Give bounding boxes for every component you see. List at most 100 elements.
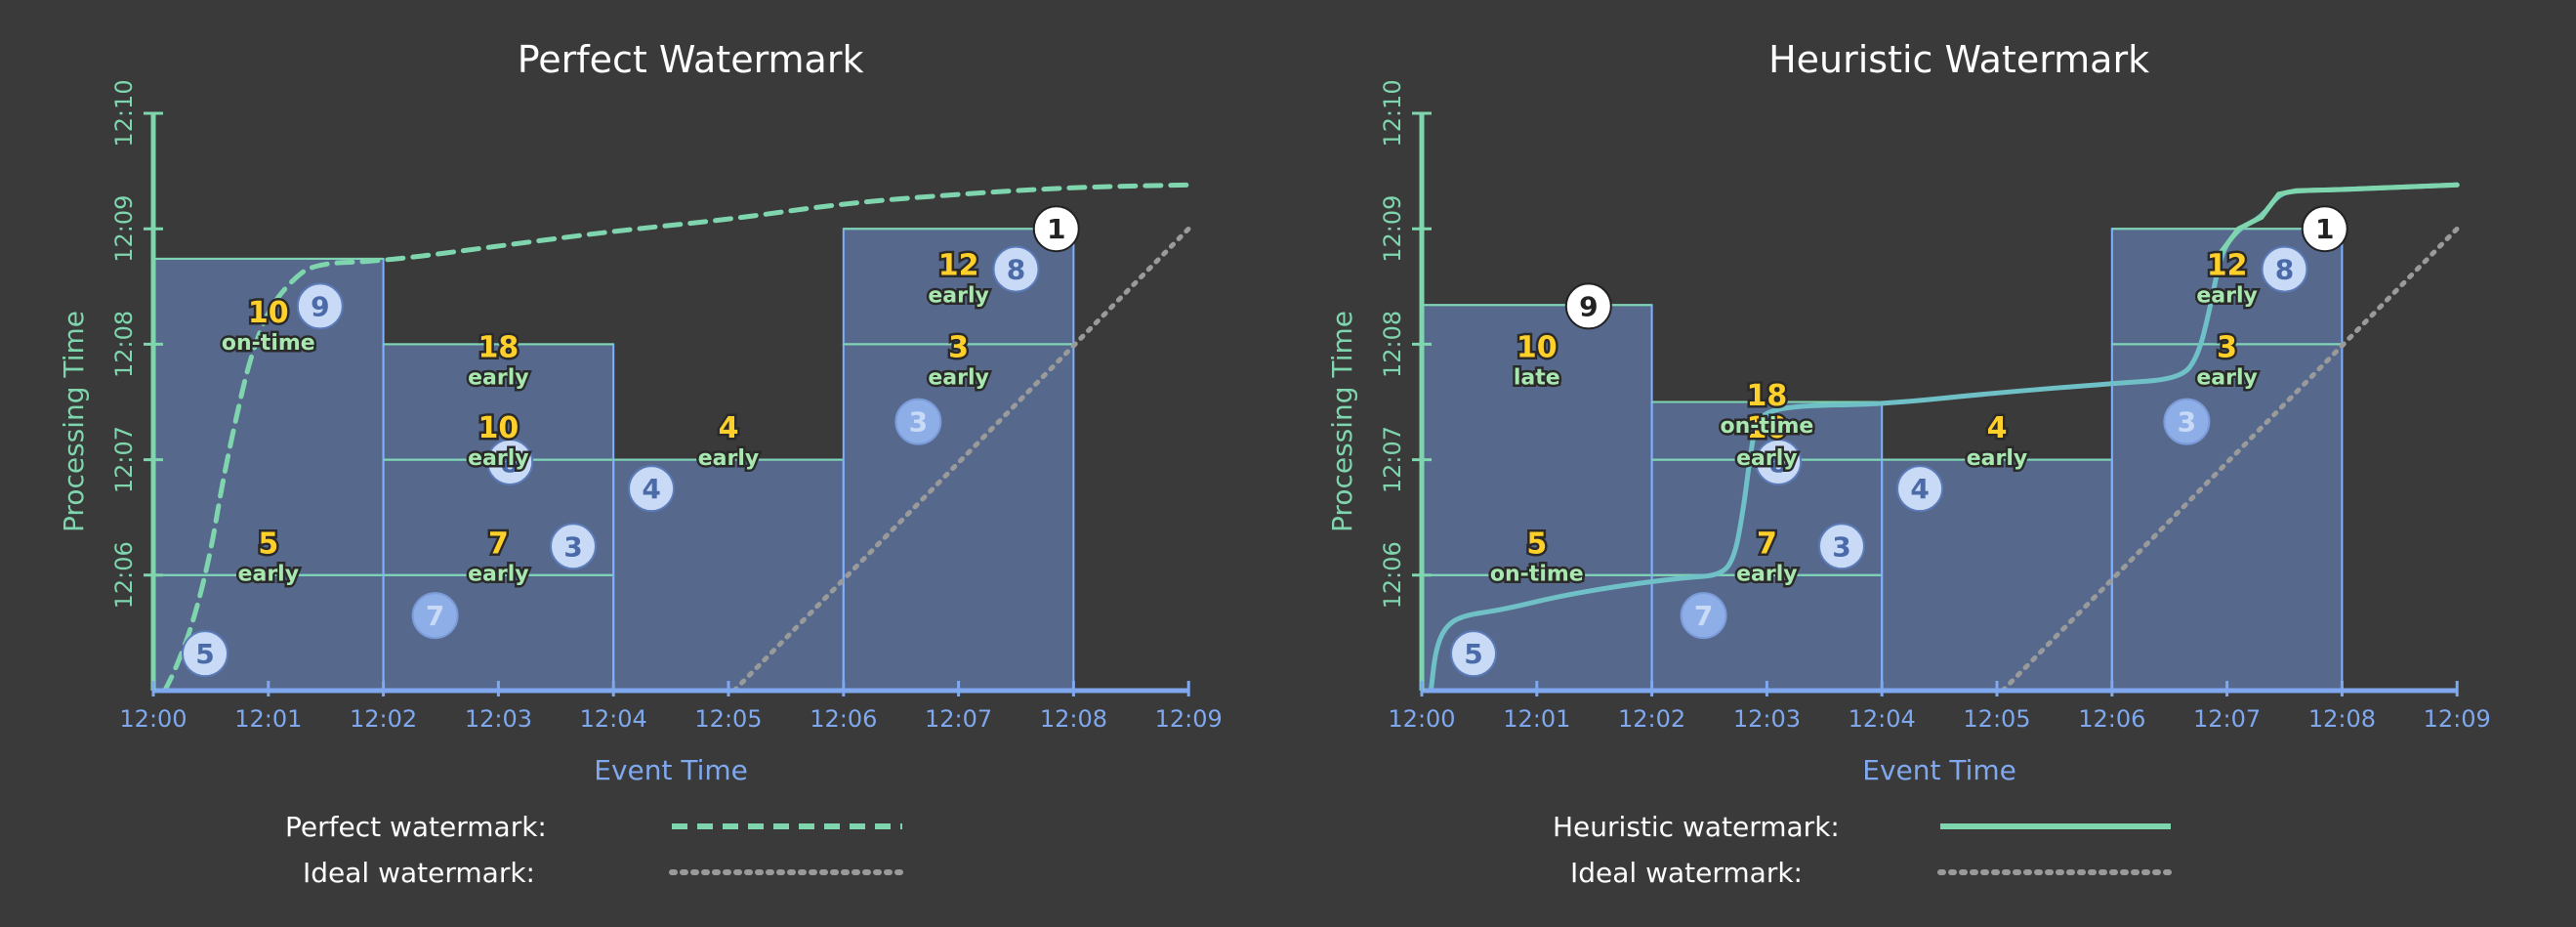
heuristic-watermark-tail [2219, 182, 2460, 255]
data-point-circle [411, 592, 459, 640]
pane-result-timing: early [928, 365, 989, 390]
pane-result-timing: early [468, 365, 529, 390]
legend-label: Heuristic watermark: [1553, 811, 1840, 843]
pane-result-timing: early [928, 283, 989, 308]
x-tick-label: 12:00 [1388, 705, 1455, 733]
pane-result-value: 5 [258, 527, 278, 561]
data-point: 3 [2163, 398, 2211, 445]
data-point: 8 [992, 245, 1040, 293]
legend-label: Perfect watermark: [285, 811, 547, 843]
data-point-value: 8 [1768, 446, 1787, 479]
x-tick-label: 12:04 [580, 705, 647, 733]
data-point: 9 [296, 282, 344, 330]
data-point-circle [894, 398, 942, 445]
y-tick-label: 12:10 [1379, 79, 1406, 147]
data-point-value: 4 [1910, 473, 1929, 505]
window-pane [842, 343, 1075, 692]
data-point-circle [1680, 592, 1727, 640]
data-point-circle [1817, 523, 1865, 570]
pane-result-value: 4 [1987, 411, 2008, 445]
data-point: 4 [1896, 465, 1944, 513]
ideal-watermark-line [731, 226, 1191, 694]
x-tick-label: 12:01 [1503, 705, 1570, 733]
x-tick-label: 12:07 [2193, 705, 2261, 733]
data-point-value: 5 [1464, 638, 1482, 670]
pane-result-value: 12 [2207, 248, 2248, 282]
pane-result-value: 10 [1517, 330, 1558, 364]
y-tick-label: 12:06 [1379, 541, 1406, 609]
pane-result-value: 10 [1747, 411, 1788, 445]
data-point-circle [486, 438, 534, 485]
data-point: 3 [549, 523, 597, 570]
x-axis-title: Event Time [594, 754, 748, 786]
pane-result-timing: early [1736, 446, 1798, 471]
pane-result-value: 10 [248, 296, 289, 330]
y-tick-label: 12:08 [1379, 311, 1406, 378]
pane-result-value: 3 [948, 330, 969, 364]
x-tick-label: 12:08 [2308, 705, 2376, 733]
data-point-value: 3 [2178, 406, 2196, 439]
data-point-circle [2163, 398, 2211, 445]
y-axis-title: Processing Time [58, 311, 90, 532]
pane-result-value: 7 [488, 527, 509, 561]
x-axis-title: Event Time [1862, 754, 2016, 786]
data-point: 1 [2301, 205, 2348, 253]
data-point-circle [1755, 438, 1803, 485]
x-tick-label: 12:04 [1849, 705, 1916, 733]
data-point-value: 1 [1047, 213, 1065, 245]
x-tick-label: 12:09 [2424, 705, 2491, 733]
data-point-circle [1564, 282, 1612, 330]
x-tick-label: 12:02 [1618, 705, 1685, 733]
data-point-circle [296, 282, 344, 330]
data-point-value: 1 [2315, 213, 2334, 245]
ideal-watermark-line [2000, 226, 2460, 694]
chart-title: Perfect Watermark [518, 38, 864, 81]
data-point: 8 [2261, 245, 2308, 293]
data-point-value: 3 [1832, 530, 1850, 563]
pane-result-value: 18 [1747, 379, 1788, 413]
pane-result-timing: early [238, 562, 300, 586]
y-tick-label: 12:08 [110, 311, 138, 378]
window-pane [1421, 304, 1653, 576]
data-point-value: 8 [1007, 254, 1025, 286]
legend-label: Ideal watermark: [1570, 857, 1803, 889]
data-point: 7 [1680, 592, 1727, 640]
legend-label: Ideal watermark: [303, 857, 535, 889]
data-point: 5 [182, 630, 229, 678]
data-point-circle [1450, 630, 1498, 678]
pane-result-value: 4 [719, 411, 739, 445]
pane-result-timing: late [1514, 365, 1560, 390]
data-point-circle [2261, 245, 2308, 293]
x-tick-label: 12:06 [2078, 705, 2145, 733]
perfect-watermark-line [162, 182, 1191, 694]
x-tick-label: 12:03 [465, 705, 532, 733]
window-pane [1650, 573, 1884, 692]
pane-result-timing: early [2196, 283, 2258, 308]
x-tick-label: 12:07 [925, 705, 992, 733]
x-tick-label: 12:03 [1733, 705, 1801, 733]
pane-result-timing: on-time [1720, 414, 1813, 439]
data-point-circle [1032, 205, 1080, 253]
data-point: 3 [894, 398, 942, 445]
data-point-value: 5 [195, 638, 214, 670]
y-tick-label: 12:09 [110, 195, 138, 263]
y-tick-label: 12:07 [110, 426, 138, 493]
data-point-value: 8 [500, 446, 519, 479]
pane-result-timing: early [698, 446, 760, 471]
data-point-value: 4 [642, 473, 660, 505]
y-tick-label: 12:10 [110, 79, 138, 147]
data-point-value: 3 [563, 530, 582, 563]
data-point-value: 7 [1694, 600, 1713, 632]
data-point-circle [549, 523, 597, 570]
x-tick-label: 12:02 [350, 705, 417, 733]
x-tick-label: 12:05 [694, 705, 762, 733]
data-point-value: 3 [909, 406, 928, 439]
pane-result-value: 12 [938, 248, 979, 282]
data-point-circle [2301, 205, 2348, 253]
pane-result-timing: early [468, 562, 529, 586]
x-tick-label: 12:00 [119, 705, 187, 733]
pane-result-value: 10 [478, 411, 519, 445]
data-point-value: 9 [1579, 290, 1598, 322]
data-point: 9 [1564, 282, 1612, 330]
y-tick-label: 12:06 [110, 541, 138, 609]
